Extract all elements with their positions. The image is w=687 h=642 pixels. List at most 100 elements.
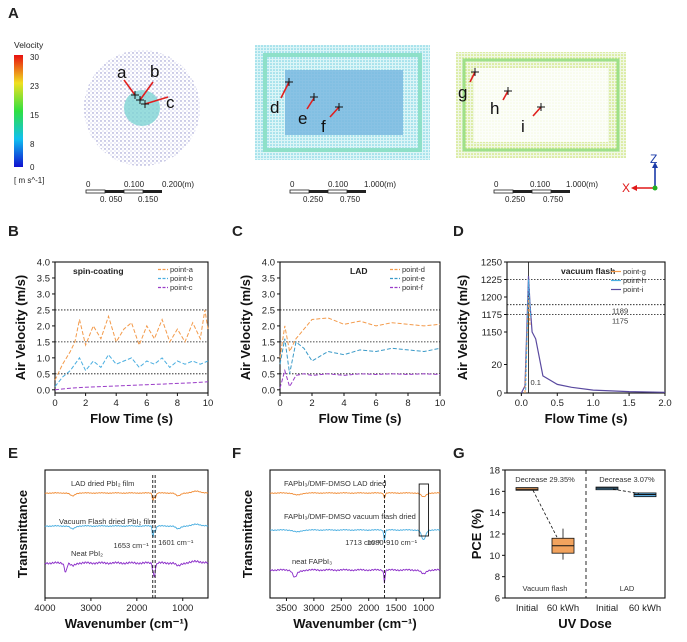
series-line-point-a [54, 309, 209, 381]
legend-label: point-f [402, 283, 424, 292]
y-tick-label: 3.5 [262, 273, 275, 284]
y-tick-label: 0.0 [37, 385, 50, 396]
plot-frame [269, 469, 441, 599]
chart-panel-e: 4000 3000 2000 1000 1653 cm⁻¹ 1601 cm⁻¹ LAD dr… [15, 469, 209, 631]
x-tick-label: 1.5 [622, 398, 635, 409]
scale-label: 0.100 [124, 180, 145, 189]
legend-label: point-b [170, 274, 193, 283]
scale-bar-3: 0 0.100 1.000(m) 0.250 0.750 [493, 180, 598, 204]
chart-title: LAD [350, 266, 367, 276]
panel-label-c: C [232, 223, 243, 240]
scale-label: 0 [290, 180, 295, 189]
x-tick-label: 10 [203, 398, 214, 409]
simulation-vacuum-flash: g h i [456, 52, 626, 158]
axis-z-label: Z [650, 152, 657, 166]
panel-label-b: B [8, 223, 19, 240]
series-line-point-i [520, 275, 666, 394]
x-tick-label: 4 [114, 398, 119, 409]
y-axis-label: Air Velocity (m/s) [13, 275, 28, 380]
panel-label-e: E [8, 445, 18, 462]
y-tick-label: 10 [489, 551, 500, 562]
x-tick-label: 0 [277, 398, 282, 409]
y-tick-label: 1200 [481, 293, 502, 304]
x-tick-label: 3500 [276, 603, 297, 614]
y-axis-label: Air Velocity (m/s) [238, 275, 253, 380]
series-line-point-e [279, 338, 441, 374]
series-line-point-f [279, 368, 441, 389]
annotation-1713: 1713 cm⁻¹ [345, 538, 381, 547]
chart-panel-c: 0.0 0.5 1.0 1.5 2.0 2.5 3.0 3.5 4.0 0 2 4 6 8 10 Flow T… [238, 258, 445, 427]
y-tick-label: 20 [491, 360, 502, 371]
x-category-label: 60 kWh [547, 603, 579, 614]
trend-line-lad [612, 488, 640, 494]
annotation-1653: 1653 cm⁻¹ [114, 541, 150, 550]
panel-label-a: A [8, 5, 19, 22]
panel-label-f: F [232, 445, 241, 462]
y-tick-label: 12 [489, 530, 500, 541]
x-tick-label: 2 [83, 398, 88, 409]
x-tick-label: 1000 [172, 603, 193, 614]
point-label-a: a [117, 63, 127, 82]
x-tick-label: 3000 [303, 603, 324, 614]
y-tick-label: 1.0 [37, 353, 50, 364]
charts-layer: 0.0 0.5 1.0 1.5 2.0 2.5 3.0 3.5 4.0 0 2 4 6 8 10 Flow T… [13, 258, 672, 632]
chart-panel-d: 0 20 1150 1175 1200 1225 1250 0.0 0.5 1.0 1.5 2.0 va… [455, 258, 672, 427]
series-label-neat: neat FAPbI₃ [292, 557, 332, 566]
chart-title: spin-coating [73, 266, 124, 276]
y-tick-label: 1.5 [37, 337, 50, 348]
colorbar-tick: 30 [30, 53, 39, 62]
x-category-label: Initial [596, 603, 618, 614]
point-label-e: e [298, 109, 307, 128]
series-label-vacuum: FAPbI₃/DMF-DMSO vacuum flash dried [284, 512, 416, 521]
y-axis-label: PCE (%) [469, 509, 484, 560]
panel-label-g: G [453, 445, 465, 462]
y-tick-label: 18 [489, 466, 500, 477]
series-line-point-d [279, 317, 441, 358]
legend-label: point-e [402, 274, 425, 283]
vacuum-ring [462, 58, 620, 152]
scale-label: 0.250 [303, 195, 324, 204]
x-tick-label: 8 [175, 398, 180, 409]
y-tick-label: 16 [489, 487, 500, 498]
x-tick-label: 2.0 [658, 398, 671, 409]
trend-line-vacuum [532, 490, 558, 538]
scale-label: 0.100 [328, 180, 349, 189]
scale-label: 0.750 [543, 195, 564, 204]
annotation-decrease-vacuum: Decrease 29.35% [515, 475, 575, 484]
scale-label: 0.100 [530, 180, 551, 189]
colorbar-gradient [14, 55, 23, 167]
spectrum-lad [269, 491, 441, 500]
axis-x-label: X [622, 181, 630, 195]
colorbar-unit: [ m s^-1] [14, 176, 44, 185]
spectrum-lad [44, 490, 209, 502]
scale-bar-2: 0 0.100 1.000(m) 0.250 0.750 [289, 180, 396, 204]
simulation-lad: d e f [255, 45, 430, 160]
annotation-1175: 1175 [612, 317, 628, 326]
x-category-label: 60 kWh [629, 603, 661, 614]
simulation-spin-coating: a b c [84, 50, 200, 166]
y-tick-label: 8 [495, 572, 500, 583]
y-tick-label: 1225 [481, 275, 502, 286]
y-tick-label: 2.0 [262, 321, 275, 332]
y-tick-label: 0.0 [262, 385, 275, 396]
x-tick-label: 2 [309, 398, 314, 409]
annotation-0-1: 0.1 [531, 378, 541, 387]
point-label-i: i [521, 117, 525, 136]
annotation-1080-910: 1080-910 cm⁻¹ [367, 538, 418, 547]
chart-panel-g: 6 8 10 12 14 16 18 Decrease 29.35% Decrease 3.07… [469, 466, 666, 631]
y-tick-label: 1175 [482, 310, 502, 321]
x-tick-label: 4000 [34, 603, 55, 614]
x-tick-label: 1500 [386, 603, 407, 614]
annotation-decrease-lad: Decrease 3.07% [599, 475, 655, 484]
x-tick-label: 0.5 [551, 398, 564, 409]
legend-label: point-g [623, 267, 646, 276]
spin-disc-core [124, 90, 160, 126]
spectrum-neat [44, 559, 209, 578]
legend-label: point-d [402, 265, 425, 274]
x-tick-label: 8 [405, 398, 410, 409]
y-tick-label: 1.0 [262, 353, 275, 364]
series-line-point-c [54, 381, 209, 391]
spectrum-vacuum [269, 528, 441, 542]
y-tick-label: 6 [495, 594, 500, 605]
